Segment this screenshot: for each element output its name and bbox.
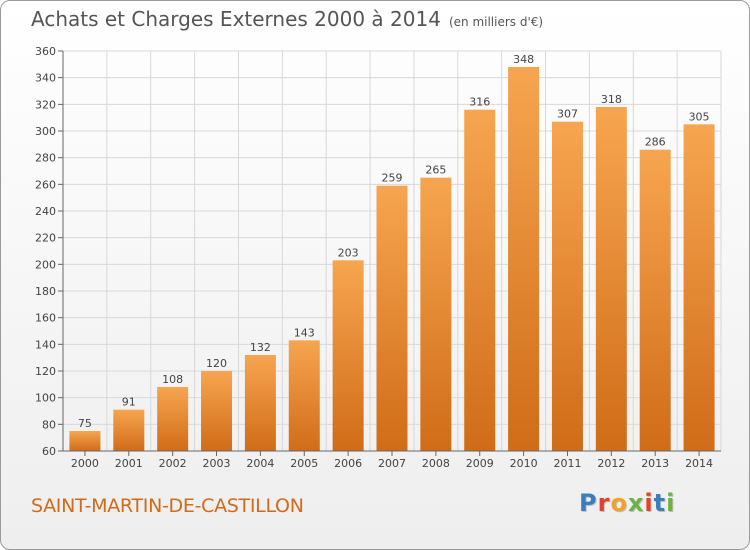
x-tick-label-2012: 2012 — [597, 457, 625, 470]
bar-2005 — [288, 340, 320, 451]
y-tick-label: 340 — [35, 72, 56, 85]
value-label-2000: 75 — [78, 417, 92, 430]
bar-2002 — [157, 387, 189, 451]
x-tick-label-2014: 2014 — [685, 457, 713, 470]
value-label-2014: 305 — [689, 110, 710, 123]
value-label-2006: 203 — [338, 246, 359, 259]
chart-title-text: Achats et Charges Externes 2000 à 2014 — [31, 7, 441, 31]
x-tick-label-2005: 2005 — [290, 457, 318, 470]
bar-2011 — [551, 121, 583, 452]
town-name: SAINT-MARTIN-DE-CASTILLON — [31, 495, 304, 517]
bar-layer: 75 91 108 120 132 143 203 259 265 316 348 307 318 286… — [69, 53, 715, 452]
bar-2003 — [201, 371, 233, 451]
y-tick-label: 220 — [35, 232, 56, 245]
logo-letter: i — [644, 489, 654, 517]
value-label-2009: 316 — [469, 96, 490, 109]
bar-2012 — [595, 107, 627, 451]
y-tick-label: 300 — [35, 125, 56, 138]
axis-layer: 60 80 100 120 140 160 180 200 220 240 260 280 300 320… — [35, 45, 721, 470]
bar-2004 — [244, 355, 276, 451]
x-tick-label-2002: 2002 — [159, 457, 187, 470]
value-label-2001: 91 — [122, 396, 136, 409]
y-tick-label: 260 — [35, 178, 56, 191]
chart-title: Achats et Charges Externes 2000 à 2014 (e… — [31, 7, 543, 31]
value-label-2008: 265 — [425, 164, 446, 177]
bar-2008 — [420, 177, 452, 451]
bar-2009 — [464, 109, 496, 452]
logo-letter: t — [653, 489, 667, 517]
x-tick-label-2010: 2010 — [510, 457, 538, 470]
value-label-2005: 143 — [294, 326, 315, 339]
y-tick-label: 360 — [35, 45, 56, 58]
chart-unit: (en milliers d'€) — [448, 15, 544, 29]
logo-letter: o — [610, 489, 628, 517]
y-tick-label: 100 — [35, 392, 56, 405]
x-tick-label-2009: 2009 — [466, 457, 494, 470]
bar-2006 — [332, 260, 364, 451]
bar-2001 — [113, 409, 145, 451]
x-tick-label-2008: 2008 — [422, 457, 450, 470]
proxiti-logo: Proxiti — [579, 489, 675, 517]
logo-letter: r — [597, 489, 611, 517]
value-label-2002: 108 — [162, 373, 183, 386]
value-label-2003: 120 — [206, 357, 227, 370]
x-tick-label-2004: 2004 — [246, 457, 274, 470]
x-tick-label-2013: 2013 — [641, 457, 669, 470]
x-tick-label-2000: 2000 — [71, 457, 99, 470]
value-label-2013: 286 — [645, 136, 666, 149]
y-tick-label: 60 — [42, 445, 56, 458]
x-tick-label-2007: 2007 — [378, 457, 406, 470]
value-label-2010: 348 — [513, 53, 534, 66]
y-tick-label: 160 — [35, 312, 56, 325]
x-tick-label-2011: 2011 — [553, 457, 581, 470]
y-tick-label: 80 — [42, 418, 56, 431]
x-tick-label-2001: 2001 — [115, 457, 143, 470]
y-tick-label: 180 — [35, 285, 56, 298]
logo-letter: P — [579, 489, 598, 517]
bar-2010 — [508, 67, 540, 451]
y-tick-label: 280 — [35, 152, 56, 165]
y-tick-label: 240 — [35, 205, 56, 218]
y-tick-label: 120 — [35, 365, 56, 378]
y-tick-label: 200 — [35, 258, 56, 271]
logo-letter: x — [627, 489, 645, 517]
bar-2000 — [69, 431, 101, 451]
value-label-2012: 318 — [601, 93, 622, 106]
x-tick-label-2006: 2006 — [334, 457, 362, 470]
y-tick-label: 320 — [35, 98, 56, 111]
value-label-2007: 259 — [382, 172, 403, 185]
bar-2013 — [639, 149, 671, 451]
bar-2014 — [683, 124, 715, 451]
x-tick-label-2003: 2003 — [203, 457, 231, 470]
bar-2007 — [376, 185, 408, 451]
value-label-2011: 307 — [557, 108, 578, 121]
value-label-2004: 132 — [250, 341, 271, 354]
y-tick-label: 140 — [35, 338, 56, 351]
logo-letter: i — [666, 489, 676, 517]
